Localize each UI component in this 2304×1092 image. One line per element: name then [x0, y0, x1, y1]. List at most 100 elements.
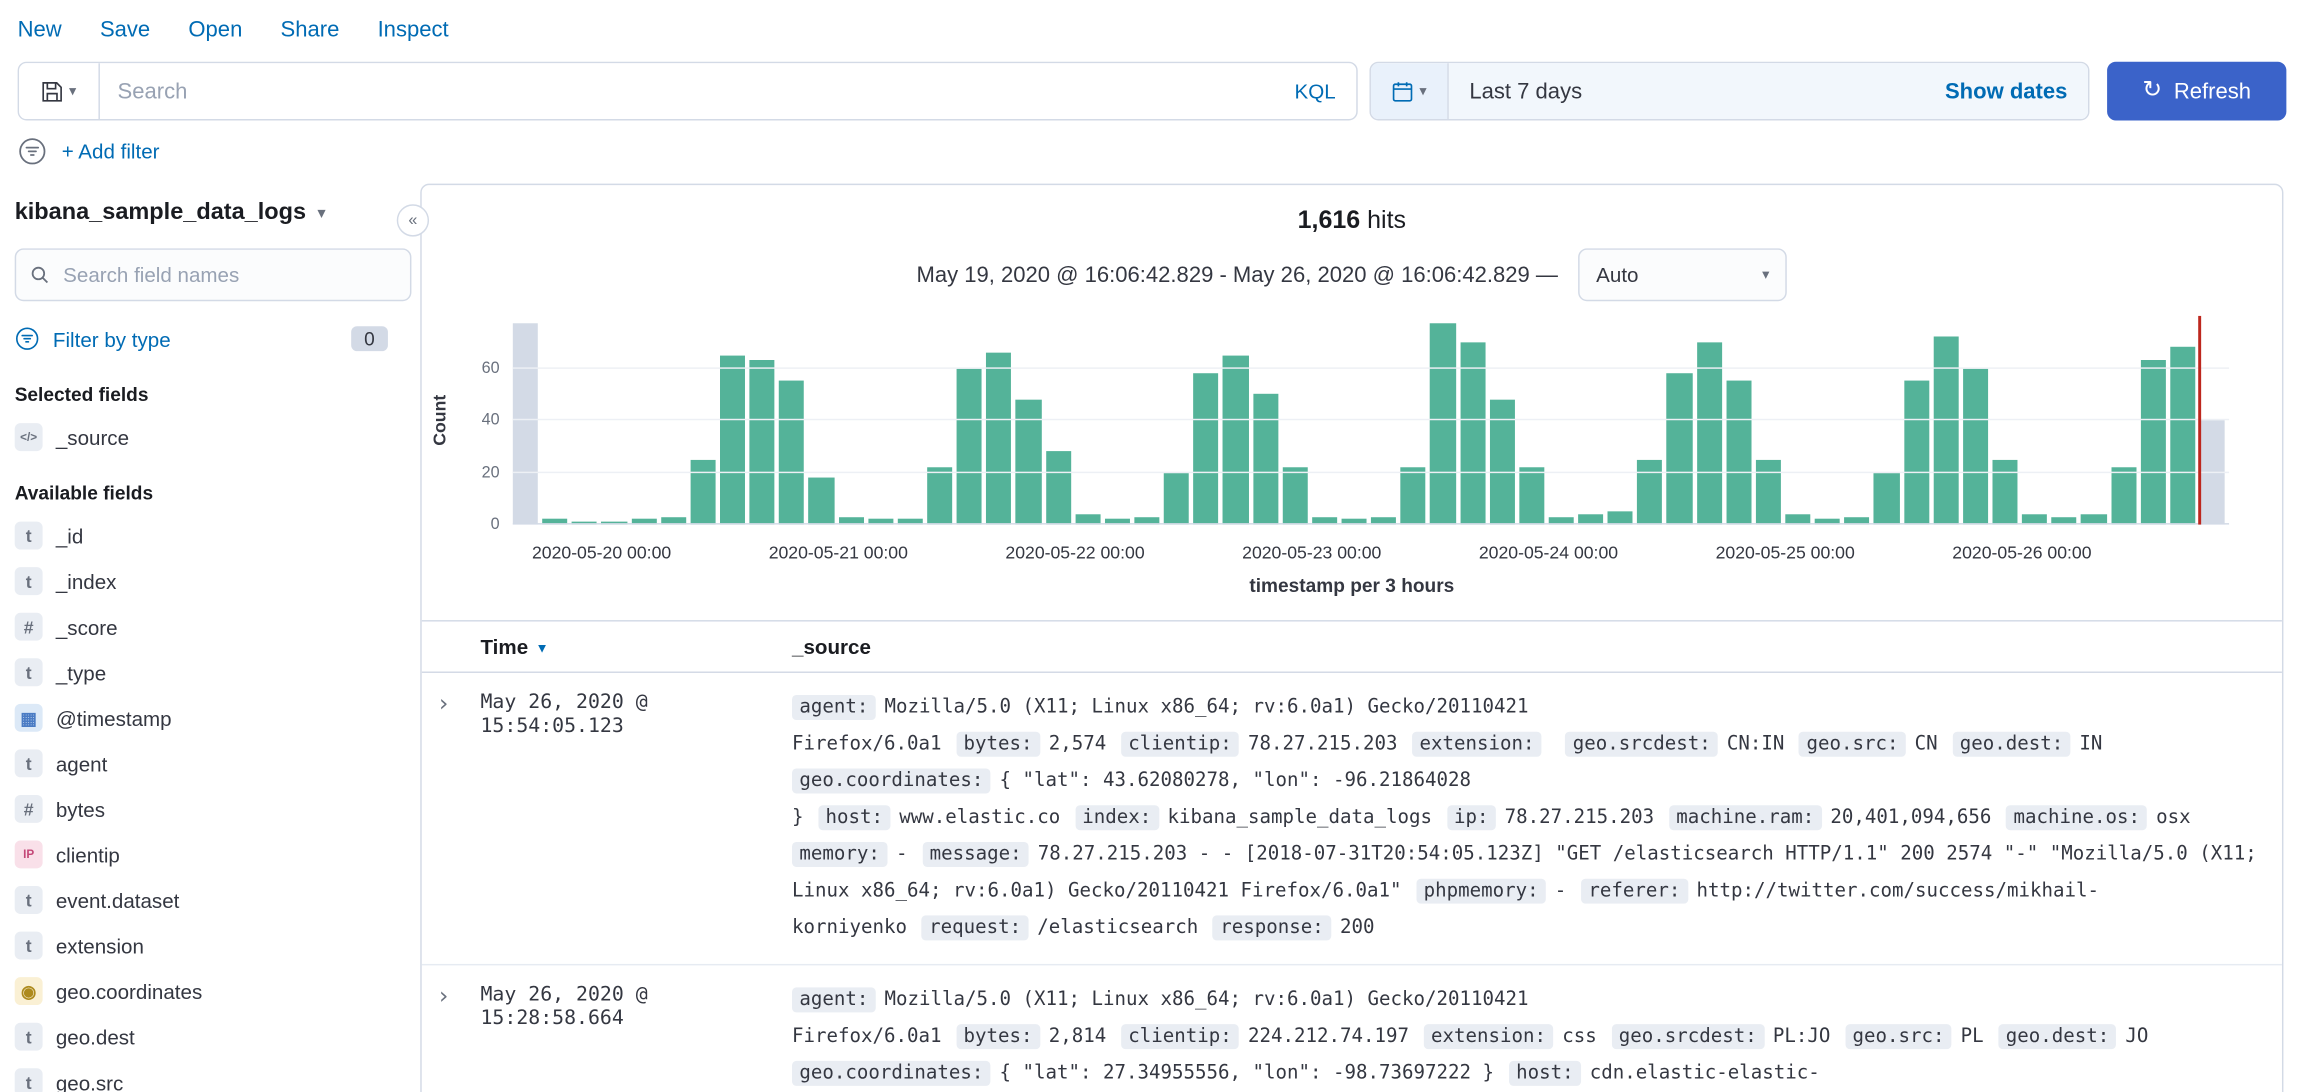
histogram-bar[interactable]	[1075, 514, 1101, 525]
search-input[interactable]	[99, 63, 1274, 120]
histogram-bar[interactable]	[1696, 341, 1722, 525]
histogram-bar[interactable]	[1726, 381, 1752, 525]
histogram-bar[interactable]	[927, 467, 953, 525]
histogram-bar[interactable]	[1459, 341, 1486, 525]
histogram-bar[interactable]	[2081, 514, 2107, 525]
histogram-bar[interactable]	[867, 519, 894, 525]
histogram-bar[interactable]	[1104, 519, 1130, 525]
histogram-bar[interactable]	[690, 459, 716, 525]
field-_type[interactable]: t _type	[14, 649, 412, 695]
histogram-bar[interactable]	[1400, 467, 1426, 525]
time-column-header[interactable]: Time ▼	[480, 634, 549, 659]
histogram-bar[interactable]	[749, 360, 775, 525]
histogram-bar[interactable]	[2170, 347, 2196, 525]
source-field-name: geo.dest:	[1952, 731, 2071, 757]
histogram-bar[interactable]	[1666, 373, 1693, 525]
histogram-bar[interactable]	[2022, 514, 2048, 525]
histogram-bar[interactable]	[1282, 467, 1308, 525]
filter-by-type[interactable]: Filter by type 0	[15, 316, 412, 362]
histogram-bar[interactable]	[1962, 368, 1989, 525]
histogram-bar[interactable]	[956, 368, 982, 525]
field-geo.coordinates[interactable]: ◉ geo.coordinates	[14, 968, 412, 1014]
saved-query-button[interactable]: ▾	[19, 63, 100, 120]
histogram-bar[interactable]	[1578, 514, 1604, 525]
histogram-plot[interactable]	[512, 315, 2230, 525]
field-bytes[interactable]: # bytes	[14, 786, 412, 832]
expand-row-icon[interactable]: ›	[436, 981, 451, 1010]
histogram-bar[interactable]	[1045, 451, 1071, 525]
histogram-bar[interactable]	[897, 519, 923, 525]
histogram-bar[interactable]	[1430, 323, 1456, 525]
histogram-bar[interactable]	[1341, 519, 1367, 525]
histogram-bar[interactable]	[1193, 373, 1219, 525]
histogram-bar[interactable]	[1134, 516, 1160, 525]
show-dates-link[interactable]: Show dates	[1944, 78, 2068, 104]
interval-select[interactable]: Auto ▾	[1578, 248, 1788, 302]
filter-icon[interactable]	[18, 137, 47, 166]
field-agent[interactable]: t agent	[14, 741, 412, 787]
nav-inspect[interactable]: Inspect	[377, 16, 449, 42]
histogram-bar[interactable]	[1311, 516, 1338, 525]
x-tick-label: 2020-05-23 00:00	[1242, 542, 1382, 563]
histogram-bar[interactable]	[1548, 516, 1574, 525]
histogram-bar[interactable]	[1371, 516, 1397, 525]
time-range-value[interactable]: Last 7 days	[1469, 78, 1583, 104]
filter-bar: + Add filter	[0, 120, 2304, 171]
histogram-bar[interactable]	[838, 516, 864, 525]
field-event.dataset[interactable]: t event.dataset	[14, 877, 412, 923]
refresh-button[interactable]: ↻ Refresh	[2107, 61, 2287, 121]
histogram-bar[interactable]	[1903, 381, 1929, 525]
histogram-bar[interactable]	[1163, 472, 1190, 525]
field-_score[interactable]: # _score	[14, 604, 412, 650]
nav-open[interactable]: Open	[188, 16, 243, 42]
histogram-bar[interactable]	[1785, 514, 1811, 525]
histogram-bar[interactable]	[2199, 420, 2225, 525]
histogram-bar[interactable]	[1933, 336, 1959, 525]
histogram-bar[interactable]	[1519, 467, 1545, 525]
histogram-bar[interactable]	[2110, 467, 2137, 525]
histogram-bar[interactable]	[1992, 459, 2018, 525]
histogram-bar[interactable]	[719, 355, 746, 525]
field-clientip[interactable]: IP clientip	[14, 832, 412, 878]
histogram-bar[interactable]	[1015, 399, 1042, 525]
field-@timestamp[interactable]: ▦ @timestamp	[14, 695, 412, 741]
field-_source[interactable]: </> _source	[14, 414, 412, 460]
field-extension[interactable]: t extension	[14, 923, 412, 969]
histogram-bar[interactable]	[1489, 399, 1515, 525]
nav-save[interactable]: Save	[99, 16, 151, 42]
histogram-bar[interactable]	[1223, 355, 1249, 525]
index-pattern-selector[interactable]: kibana_sample_data_logs ▾	[15, 190, 412, 237]
date-picker-group: ▾ Last 7 days Show dates	[1369, 61, 2090, 121]
histogram-bar[interactable]	[1755, 459, 1781, 525]
nav-new[interactable]: New	[17, 16, 62, 42]
source-field-name: ip:	[1446, 805, 1496, 831]
histogram-bar[interactable]	[779, 381, 805, 525]
histogram-bar[interactable]	[660, 516, 686, 525]
histogram-bar[interactable]	[542, 519, 568, 525]
histogram-bar[interactable]	[808, 477, 834, 525]
histogram-bar[interactable]	[1874, 472, 1900, 525]
field-_id[interactable]: t _id	[14, 513, 412, 559]
doc-timestamp: May 26, 2020 @ 15:54:05.123	[480, 690, 648, 738]
field-geo.src[interactable]: t geo.src	[14, 1059, 412, 1092]
collapse-sidebar-button[interactable]: «	[396, 204, 430, 237]
field-search-input[interactable]	[60, 261, 397, 288]
histogram-bar[interactable]	[1844, 516, 1870, 525]
chevron-down-icon: ▾	[1762, 266, 1770, 283]
histogram-bar[interactable]	[2140, 360, 2166, 525]
histogram-bar[interactable]	[1814, 519, 1841, 525]
histogram-bar[interactable]	[1252, 394, 1278, 525]
field-_index[interactable]: t _index	[14, 558, 412, 604]
histogram-bar[interactable]	[1607, 511, 1633, 525]
histogram-bar[interactable]	[1637, 459, 1663, 525]
kql-button[interactable]: KQL	[1294, 79, 1336, 103]
histogram-bar[interactable]	[631, 519, 657, 525]
histogram-bar[interactable]	[986, 352, 1012, 525]
add-filter-button[interactable]: + Add filter	[61, 139, 160, 164]
histogram-bar[interactable]	[512, 323, 539, 525]
field-geo.dest[interactable]: t geo.dest	[14, 1014, 412, 1060]
nav-share[interactable]: Share	[280, 16, 340, 42]
histogram-bar[interactable]	[2051, 516, 2077, 525]
expand-row-icon[interactable]: ›	[436, 689, 451, 718]
calendar-button[interactable]: ▾	[1370, 63, 1449, 120]
